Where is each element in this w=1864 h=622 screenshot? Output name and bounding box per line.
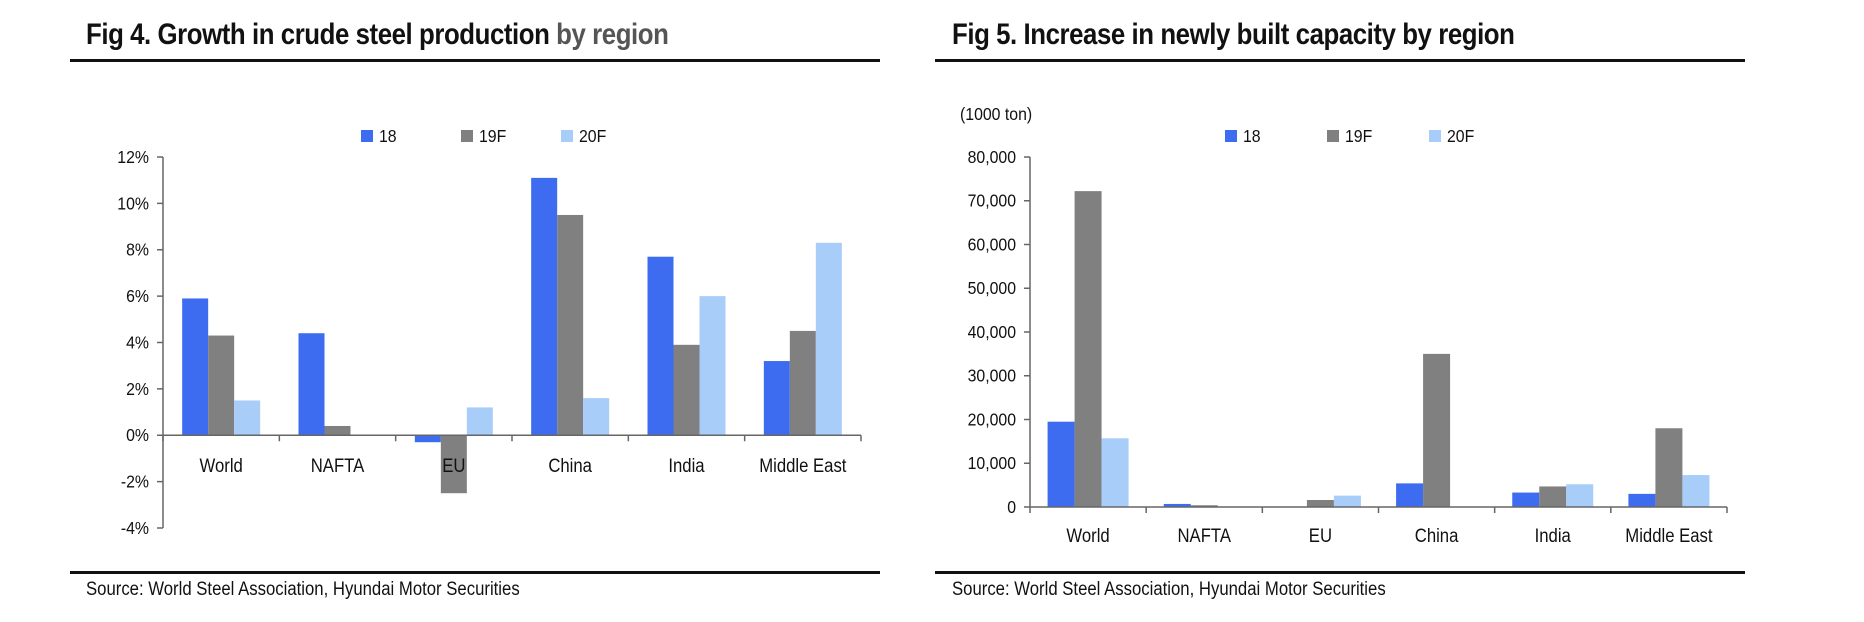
legend-swatch-20F <box>1429 130 1441 142</box>
y-tick-label: 2% <box>126 379 149 399</box>
y-tick-label: 50,000 <box>968 278 1016 298</box>
x-tick-label: China <box>548 455 592 476</box>
bar-19F-world <box>1074 191 1102 507</box>
figure-4-title-region: by region <box>556 18 669 51</box>
figure-5-top-rule <box>935 59 1745 62</box>
bar-20F-middle-east <box>1682 475 1710 507</box>
y-tick-label: 8% <box>126 240 149 260</box>
legend-label-20F: 20F <box>1447 126 1474 146</box>
figure-5-chart: 80,000 70,000 60,000 50,000 40,000 30,000 20,0… <box>960 104 1728 546</box>
legend-swatch-18 <box>361 130 373 142</box>
bar-19F-world <box>208 335 235 436</box>
bar-19F-middle-east <box>789 330 816 436</box>
figure-5-bottom-rule <box>935 571 1745 574</box>
legend-label-20F: 20F <box>579 126 606 146</box>
bar-20F-china <box>583 398 610 436</box>
bar-19F-nafta <box>1190 505 1218 507</box>
bar-18-india <box>647 256 674 436</box>
bar-20F-world <box>1101 438 1129 507</box>
x-tick-label: World <box>1066 525 1109 546</box>
figure-4-bottom-rule <box>70 571 880 574</box>
bar-20F-world <box>234 400 261 436</box>
bar-20F-middle-east <box>815 242 842 436</box>
bar-18-nafta <box>1163 503 1191 507</box>
bar-18-china <box>531 177 558 436</box>
bar-19F-china <box>1423 353 1451 507</box>
bar-18-nafta <box>298 333 325 436</box>
bar-19F-india <box>1539 486 1567 507</box>
bar-18-world <box>1047 421 1075 507</box>
bar-18-eu <box>414 435 441 443</box>
bar-20F-india <box>699 296 726 436</box>
bar-20F-india <box>1566 484 1594 507</box>
figure-5-source: Source: World Steel Association, Hyundai… <box>952 579 1386 600</box>
legend-swatch-19F <box>461 130 473 142</box>
bar-19F-china <box>557 214 584 436</box>
bar-20F-eu <box>1333 495 1361 507</box>
figure-4-source: Source: World Steel Association, Hyundai… <box>86 579 520 600</box>
x-tick-label: EU <box>442 455 465 476</box>
legend-label-19F: 19F <box>1345 126 1372 146</box>
x-tick-label: World <box>200 455 243 476</box>
bar-18-china <box>1396 483 1424 507</box>
legend-swatch-18 <box>1225 130 1237 142</box>
y-tick-label: 10,000 <box>968 453 1016 473</box>
x-tick-label: NAFTA <box>1177 525 1231 546</box>
y-tick-label: 12% <box>117 147 149 167</box>
bar-18-india <box>1512 492 1540 507</box>
bar-19F-eu <box>1306 500 1334 507</box>
figure-4-panel: Fig 4. Growth in crude steel production … <box>0 0 930 622</box>
y-tick-label: 0% <box>126 425 149 445</box>
bar-19F-eu <box>440 435 467 494</box>
legend-swatch-20F <box>561 130 573 142</box>
y-tick-label: 40,000 <box>968 322 1016 342</box>
y-tick-label: 70,000 <box>968 191 1016 211</box>
figure-5-title: Fig 5. Increase in newly built capacity … <box>952 18 1515 51</box>
figure-4-title-main: Fig 4. Growth in crude steel production <box>86 18 557 51</box>
y-tick-label: 4% <box>126 333 149 353</box>
y-tick-label: 6% <box>126 286 149 306</box>
x-tick-label: EU <box>1309 525 1332 546</box>
x-tick-label: Middle East <box>1625 525 1712 546</box>
bar-19F-india <box>673 344 700 436</box>
x-tick-label: India <box>668 455 704 476</box>
legend-label-19F: 19F <box>479 126 506 146</box>
y-tick-label: 30,000 <box>968 366 1016 386</box>
y-tick-label: 80,000 <box>968 147 1016 167</box>
figure-5-panel: Fig 5. Increase in newly built capacity … <box>930 0 1864 622</box>
x-tick-label: Middle East <box>759 455 846 476</box>
y-unit-label: (1000 ton) <box>960 104 1032 124</box>
bar-19F-middle-east <box>1655 428 1683 507</box>
bar-18-middle-east <box>763 361 790 436</box>
legend-swatch-19F <box>1327 130 1339 142</box>
figure-4-top-rule <box>70 59 880 62</box>
y-tick-label: 10% <box>117 193 149 213</box>
figure-4-title: Fig 4. Growth in crude steel production … <box>86 18 669 52</box>
y-tick-label: -4% <box>121 518 149 538</box>
y-tick-label: 60,000 <box>968 235 1016 255</box>
x-tick-label: NAFTA <box>311 455 365 476</box>
bar-18-world <box>182 298 209 436</box>
bar-19F-nafta <box>324 425 351 436</box>
bar-20F-eu <box>466 407 493 436</box>
figure-4-chart: 12% 10% 8% 6% 4% 2% 0% -2% -4% World NAFTA EU China I… <box>117 126 862 538</box>
bar-18-middle-east <box>1628 493 1656 507</box>
legend-label-18: 18 <box>379 126 397 146</box>
y-tick-label: 20,000 <box>968 410 1016 430</box>
x-tick-label: China <box>1415 525 1459 546</box>
x-tick-label: India <box>1535 525 1571 546</box>
legend-label-18: 18 <box>1243 126 1261 146</box>
y-tick-label: -2% <box>121 472 149 492</box>
y-tick-label: 0 <box>1007 497 1016 517</box>
